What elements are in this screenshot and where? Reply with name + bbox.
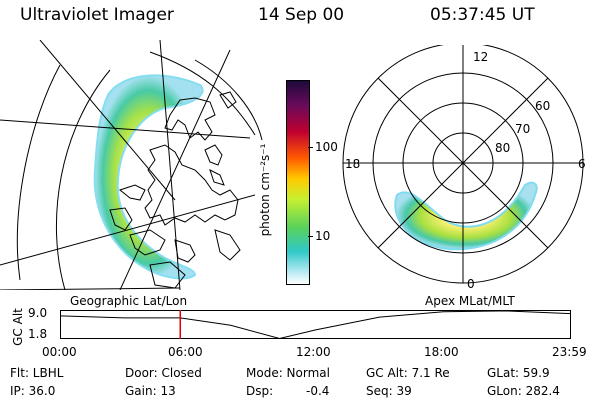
door-info: Door: Closed [125,366,202,380]
longitude-lines [0,40,256,290]
gc-alt-axis-label: GC Alt [11,308,25,346]
mlat-label-60: 60 [535,99,550,113]
y-tick-1.8: 1.8 [28,327,48,341]
colorbar-unit-label: photon cm⁻²s⁻¹ [258,143,272,237]
mlat-label-70: 70 [515,122,530,136]
coastlines [109,91,241,289]
x-tick-12: 12:00 [296,345,331,359]
latitude-circles [16,51,263,290]
colorbar-tick-label-100: 100 [315,140,338,154]
mode-info: Mode: Normal [246,366,330,380]
mlt-label-12: 12 [473,50,488,64]
geographic-map [0,40,263,290]
mlat-label-80: 80 [495,141,510,155]
mlt-label-6: 6 [578,157,586,171]
altitude-timeline [60,310,571,340]
geographic-label: Geographic Lat/Lon [70,294,188,308]
filter-info: Flt: LBHL [10,366,64,380]
date-label: 14 Sep 00 [258,5,345,25]
x-tick-00: 00:00 [42,345,77,359]
y-tick-9: 9.0 [28,306,48,320]
mlt-label-18: 18 [345,157,360,171]
gain-info: Gain: 13 [125,384,176,398]
mlt-label-0: 0 [467,277,475,291]
time-label: 05:37:45 UT [430,5,535,25]
polar-plot: 12 18 6 0 60 70 80 [342,45,586,291]
colorbar-tick-label-10: 10 [315,229,331,243]
apex-label: Apex MLat/MLT [425,294,515,308]
dsp-label: Dsp: [246,384,274,398]
glat-info: GLat: 59.9 [487,366,550,380]
aurora-oval-geographic [93,74,204,280]
polar-grid [342,45,584,284]
app-title: Ultraviolet Imager [20,5,174,25]
altitude-curve [60,310,571,340]
colorbar-tick-100 [308,147,313,148]
gc-alt-info: GC Alt: 7.1 Re [366,366,450,380]
glon-info: GLon: 282.4 [487,384,560,398]
seq-info: Seq: 39 [366,384,412,398]
x-tick-06: 06:00 [168,345,203,359]
x-tick-18: 18:00 [424,345,459,359]
dsp-value: -0.4 [306,384,330,398]
ip-info: IP: 36.0 [10,384,56,398]
x-tick-2359: 23:59 [552,345,587,359]
colorbar [286,80,310,285]
colorbar-tick-10 [308,236,313,237]
